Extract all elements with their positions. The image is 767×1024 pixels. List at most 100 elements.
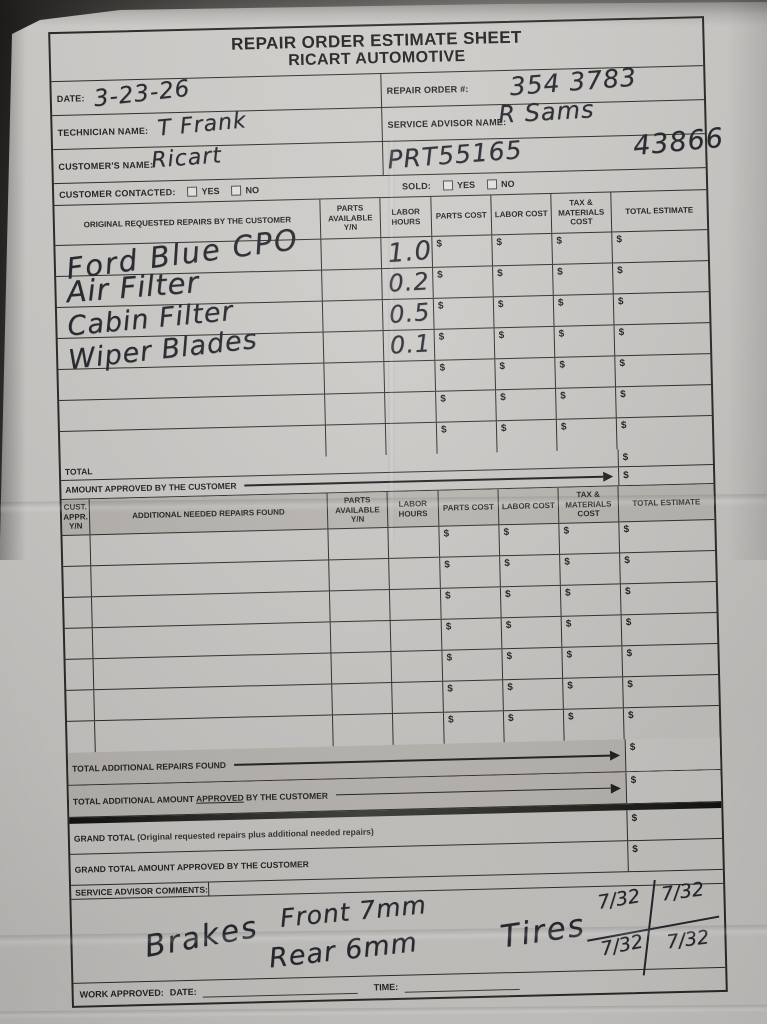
additional-repair-desc-cell bbox=[92, 622, 332, 659]
cust-appr-cell bbox=[62, 535, 92, 566]
dollar-sign: $ bbox=[504, 558, 510, 570]
cust-appr-cell bbox=[66, 690, 95, 721]
dollar-sign: $ bbox=[556, 235, 563, 247]
table1-header-total: TOTAL ESTIMATE bbox=[625, 205, 694, 216]
parts-cost-cell: $ bbox=[435, 359, 497, 391]
arrow-head bbox=[610, 782, 621, 794]
total-additional-dollar-cell: $ bbox=[624, 736, 721, 772]
parts-available-cell bbox=[325, 393, 386, 425]
labor-hours-cell: 0.5 bbox=[382, 297, 435, 331]
labor-hours-cell bbox=[391, 650, 444, 682]
dollar-sign: $ bbox=[557, 297, 564, 309]
grand-total-dollar-cell: $ bbox=[626, 807, 723, 841]
cust-appr-cell bbox=[65, 659, 95, 690]
tax-materials-cell: $ bbox=[559, 522, 621, 554]
grand-total-approved-label: GRAND TOTAL AMOUNT APPROVED BY THE CUSTO… bbox=[74, 859, 309, 875]
rear-brakes-handwriting: Rear 6mm bbox=[267, 926, 420, 975]
total-estimate-cell: $ bbox=[615, 323, 711, 355]
arrow-head bbox=[609, 750, 621, 761]
technician-label: TECHNICIAN NAME: bbox=[57, 125, 149, 138]
table2-header-labor-cost: LABOR COST bbox=[498, 487, 560, 525]
parts-available-cell bbox=[321, 238, 383, 270]
total-additional-approved-label: TOTAL ADDITIONAL AMOUNT APPROVED BY THE … bbox=[69, 790, 328, 806]
dollar-sign: $ bbox=[623, 524, 630, 536]
labor-hours-cell bbox=[385, 422, 438, 456]
ref-number-handwriting: 43866 bbox=[631, 122, 726, 163]
sold-yes-label: YES bbox=[456, 179, 476, 190]
dollar-sign: $ bbox=[620, 389, 626, 401]
grand-total-label: GRAND TOTAL (Original requested repairs … bbox=[70, 826, 374, 843]
dollar-sign: $ bbox=[565, 618, 572, 630]
table1-header-tax: TAX & MATERIALS COST bbox=[551, 192, 613, 233]
table1-header-parts-cost: PARTS COST bbox=[431, 195, 493, 236]
tax-materials-cell: $ bbox=[556, 387, 617, 419]
amount-approved-label: AMOUNT APPROVED BY THE CUSTOMER bbox=[65, 480, 237, 495]
dollar-sign: $ bbox=[498, 330, 505, 342]
grand-total-approved-dollar-cell: $ bbox=[627, 838, 723, 872]
dollar-sign: $ bbox=[623, 470, 629, 482]
dollar-sign: $ bbox=[497, 299, 504, 311]
labor-hours-cell bbox=[389, 557, 441, 589]
dollar-sign: $ bbox=[627, 679, 633, 691]
advisor-label: SERVICE ADVISOR NAME: bbox=[387, 116, 507, 130]
arrow-shaft bbox=[244, 475, 604, 487]
dollar-sign: $ bbox=[444, 590, 451, 602]
dollar-sign: $ bbox=[557, 266, 563, 278]
labor-cost-cell: $ bbox=[501, 616, 563, 649]
dollar-sign: $ bbox=[438, 331, 445, 343]
parts-available-cell bbox=[328, 527, 390, 560]
dollar-sign: $ bbox=[564, 556, 570, 568]
dollar-sign: $ bbox=[559, 359, 566, 371]
parts-cost-cell: $ bbox=[443, 680, 504, 712]
labor-hours-cell bbox=[384, 360, 437, 393]
customer-handwriting: Ricart bbox=[150, 143, 223, 174]
work-date-label: DATE: bbox=[169, 986, 197, 998]
total-estimate-cell: $ bbox=[619, 520, 715, 552]
contacted-yes-label: YES bbox=[201, 185, 220, 196]
dollar-sign: $ bbox=[624, 555, 630, 567]
tire-tread-diagram: 7/32 7/32 7/32 7/32 bbox=[587, 878, 720, 977]
front-brakes-handwriting: Front 7mm bbox=[278, 890, 428, 933]
repair-order-form: REPAIR ORDER ESTIMATE SHEET RICART AUTOM… bbox=[48, 16, 728, 1008]
parts-cost-cell: $ bbox=[433, 297, 495, 329]
parts-available-cell bbox=[331, 651, 393, 684]
additional-repair-desc-cell bbox=[94, 684, 333, 721]
total-estimate-cell: $ bbox=[615, 354, 711, 386]
table2-header-parts-cost: PARTS COST bbox=[438, 489, 500, 526]
labor-cost-cell: $ bbox=[503, 709, 565, 743]
additional-repair-desc-cell bbox=[90, 529, 330, 566]
dollar-sign: $ bbox=[564, 587, 571, 599]
total-additional-approved-dollar-cell: $ bbox=[625, 769, 722, 804]
cust-appr-cell bbox=[64, 597, 93, 628]
arrow-line bbox=[233, 750, 621, 769]
total-estimate-cell: $ bbox=[621, 582, 717, 614]
contacted-label: CUSTOMER CONTACTED: bbox=[59, 186, 176, 200]
labor-hours-handwriting: 0.5 bbox=[388, 297, 432, 329]
labor-cost-cell: $ bbox=[496, 388, 557, 421]
arrow-line bbox=[335, 782, 621, 800]
work-date-line bbox=[202, 982, 358, 998]
work-time-line bbox=[403, 978, 520, 993]
date-label: DATE: bbox=[56, 92, 85, 104]
dollar-sign: $ bbox=[627, 710, 634, 722]
cust-appr-cell bbox=[64, 628, 94, 659]
arrow-head bbox=[603, 471, 614, 482]
tax-materials-cell: $ bbox=[553, 294, 615, 326]
dollar-sign: $ bbox=[617, 296, 624, 308]
table2-header-cust-appr: CUST. APPR. Y/N bbox=[61, 499, 91, 535]
grand-total-text: GRAND TOTAL bbox=[73, 832, 135, 844]
total-estimate-cell: $ bbox=[623, 675, 719, 707]
tax-materials-cell: $ bbox=[554, 325, 616, 357]
dollar-sign: $ bbox=[503, 527, 510, 539]
dollar-sign: $ bbox=[447, 714, 454, 726]
table2-header-labor: LABOR HOURS bbox=[387, 490, 440, 527]
parts-available-cell bbox=[330, 620, 392, 653]
parts-cost-cell: $ bbox=[436, 421, 498, 454]
labor-hours-handwriting: 0.1 bbox=[389, 329, 432, 360]
stock-number-handwriting: PRT55165 bbox=[386, 135, 524, 175]
tread-front-right: 7/32 bbox=[660, 878, 706, 906]
dollar-sign: $ bbox=[560, 390, 566, 402]
table1-body: Ford Blue CPO 1.0 $ $ $ $ Air Filter 0.2 $ $ $ $ Cab… bbox=[55, 222, 712, 463]
dollar-sign: $ bbox=[499, 361, 506, 373]
cust-appr-cell bbox=[63, 566, 92, 597]
